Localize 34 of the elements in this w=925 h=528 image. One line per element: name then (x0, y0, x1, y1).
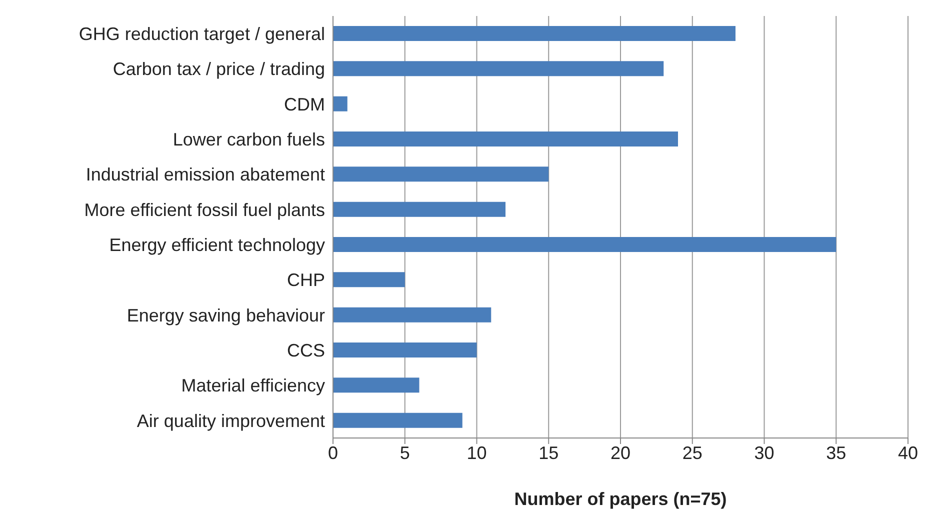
x-axis-title: Number of papers (n=75) (514, 489, 727, 509)
y-tick-label: Energy saving behaviour (126, 305, 326, 326)
y-tick-label: More efficient fossil fuel plants (84, 200, 325, 220)
x-tick-label: 35 (826, 442, 846, 463)
bar (333, 412, 462, 428)
y-tick-label: Carbon tax / price / trading (112, 59, 325, 80)
x-tick-label: 15 (538, 442, 559, 463)
bar (333, 61, 664, 76)
bar (333, 202, 506, 217)
bar (333, 237, 836, 252)
y-tick-label: CDM (284, 94, 325, 114)
x-tick-label: 25 (682, 442, 702, 463)
bar (333, 132, 678, 146)
y-tick-label: Energy efficient technology (109, 234, 325, 255)
bar (333, 307, 492, 322)
bar (333, 26, 736, 41)
x-tick-label: 30 (754, 442, 774, 463)
x-tick-label: 5 (400, 442, 410, 463)
y-tick-label: Industrial emission abatement (86, 164, 325, 185)
y-tick-label: Air quality improvement (136, 410, 325, 431)
y-tick-label: CHP (286, 270, 325, 290)
x-tick-label: 20 (610, 442, 631, 463)
x-tick-label: 10 (466, 442, 487, 463)
bar (333, 166, 549, 182)
bar (333, 96, 348, 112)
y-tick-label: Lower carbon fuels (172, 129, 325, 150)
bar (333, 378, 420, 393)
y-tick-label: Material efficiency (181, 376, 325, 396)
x-tick-label: 0 (328, 442, 338, 463)
bar (333, 342, 477, 358)
bar (333, 272, 405, 288)
x-tick-label: 40 (898, 442, 918, 463)
y-tick-label: GHG reduction target / general (78, 24, 325, 44)
y-tick-label: CCS (286, 340, 325, 360)
